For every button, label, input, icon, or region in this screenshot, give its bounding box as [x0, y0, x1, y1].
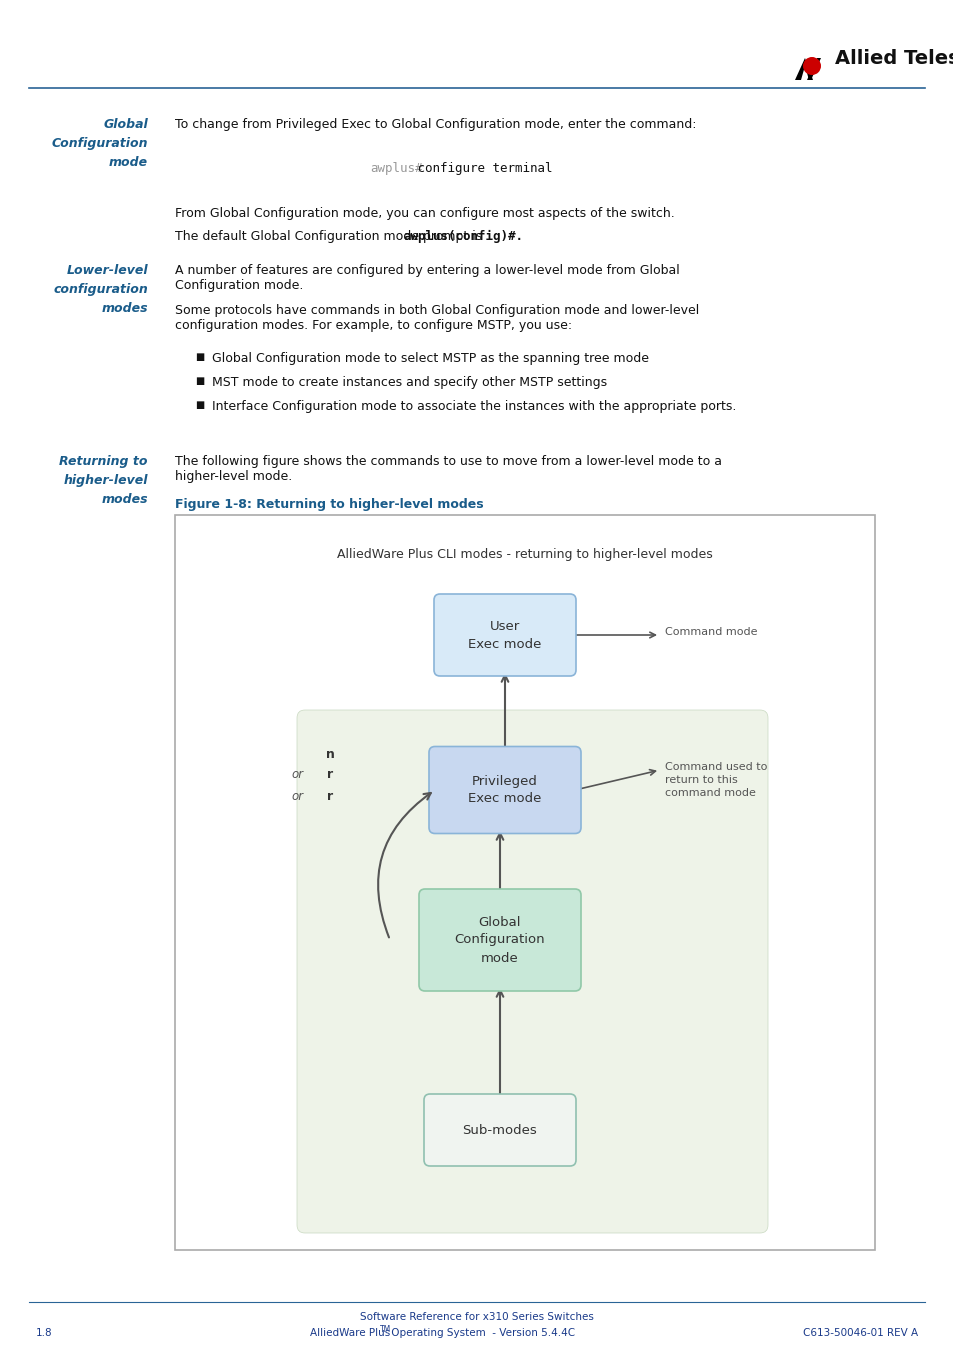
- Text: Command mode: Command mode: [664, 626, 757, 637]
- Polygon shape: [794, 58, 812, 80]
- Text: Interface Configuration mode to associate the instances with the appropriate por: Interface Configuration mode to associat…: [212, 400, 736, 413]
- Text: Operating System  - Version 5.4.4C: Operating System - Version 5.4.4C: [388, 1328, 575, 1338]
- Text: From Global Configuration mode, you can configure most aspects of the switch.: From Global Configuration mode, you can …: [174, 207, 674, 220]
- Text: ■: ■: [195, 377, 204, 386]
- Text: r: r: [327, 768, 333, 782]
- Text: awplus#: awplus#: [370, 162, 422, 176]
- Text: MST mode to create instances and specify other MSTP settings: MST mode to create instances and specify…: [212, 377, 606, 389]
- Text: To change from Privileged Exec to Global Configuration mode, enter the command:: To change from Privileged Exec to Global…: [174, 117, 696, 131]
- Text: The following figure shows the commands to use to move from a lower-level mode t: The following figure shows the commands …: [174, 455, 721, 468]
- Circle shape: [802, 57, 821, 76]
- Text: Command used to
return to this
command mode: Command used to return to this command m…: [664, 761, 766, 798]
- Text: Some protocols have commands in both Global Configuration mode and lower-level: Some protocols have commands in both Glo…: [174, 304, 699, 317]
- Text: configuration modes. For example, to configure MSTP, you use:: configuration modes. For example, to con…: [174, 319, 572, 332]
- Text: AlliedWare Plus CLI modes - returning to higher-level modes: AlliedWare Plus CLI modes - returning to…: [336, 548, 712, 562]
- Text: Global
Configuration
mode: Global Configuration mode: [455, 915, 545, 964]
- Text: Returning to
higher-level
modes: Returning to higher-level modes: [59, 455, 148, 506]
- Text: Global
Configuration
mode: Global Configuration mode: [51, 117, 148, 169]
- Text: AlliedWare Plus: AlliedWare Plus: [310, 1328, 390, 1338]
- Text: Configuration mode.: Configuration mode.: [174, 279, 303, 292]
- FancyBboxPatch shape: [429, 747, 580, 833]
- FancyBboxPatch shape: [423, 1094, 576, 1166]
- Text: The default Global Configuration mode prompt is: The default Global Configuration mode pr…: [174, 230, 486, 243]
- Text: A number of features are configured by entering a lower-level mode from Global: A number of features are configured by e…: [174, 265, 679, 277]
- Text: 1.8: 1.8: [36, 1328, 52, 1338]
- Text: C613-50046-01 REV A: C613-50046-01 REV A: [802, 1328, 917, 1338]
- Text: ■: ■: [195, 352, 204, 362]
- Text: Privileged
Exec mode: Privileged Exec mode: [468, 775, 541, 806]
- Text: TM: TM: [379, 1324, 391, 1334]
- Text: Allied Telesis: Allied Telesis: [834, 49, 953, 68]
- FancyBboxPatch shape: [418, 890, 580, 991]
- FancyArrowPatch shape: [377, 792, 431, 937]
- Text: or: or: [292, 768, 304, 782]
- Text: ■: ■: [195, 400, 204, 410]
- FancyBboxPatch shape: [434, 594, 576, 676]
- Text: Lower-level
configuration
modes: Lower-level configuration modes: [53, 265, 148, 315]
- Text: r: r: [327, 790, 333, 802]
- Text: n: n: [325, 748, 335, 761]
- Text: Software Reference for x310 Series Switches: Software Reference for x310 Series Switc…: [359, 1312, 594, 1322]
- Text: User
Exec mode: User Exec mode: [468, 620, 541, 651]
- Text: Global Configuration mode to select MSTP as the spanning tree mode: Global Configuration mode to select MSTP…: [212, 352, 648, 365]
- FancyBboxPatch shape: [296, 710, 767, 1233]
- FancyBboxPatch shape: [174, 514, 874, 1250]
- Text: Figure 1-8: Returning to higher-level modes: Figure 1-8: Returning to higher-level mo…: [174, 498, 483, 512]
- Text: awplus(config)#.: awplus(config)#.: [403, 230, 523, 243]
- Text: or: or: [292, 790, 304, 802]
- Text: higher-level mode.: higher-level mode.: [174, 470, 292, 483]
- Text: Sub-modes: Sub-modes: [462, 1123, 537, 1137]
- Polygon shape: [806, 58, 821, 80]
- Text: configure terminal: configure terminal: [410, 162, 552, 176]
